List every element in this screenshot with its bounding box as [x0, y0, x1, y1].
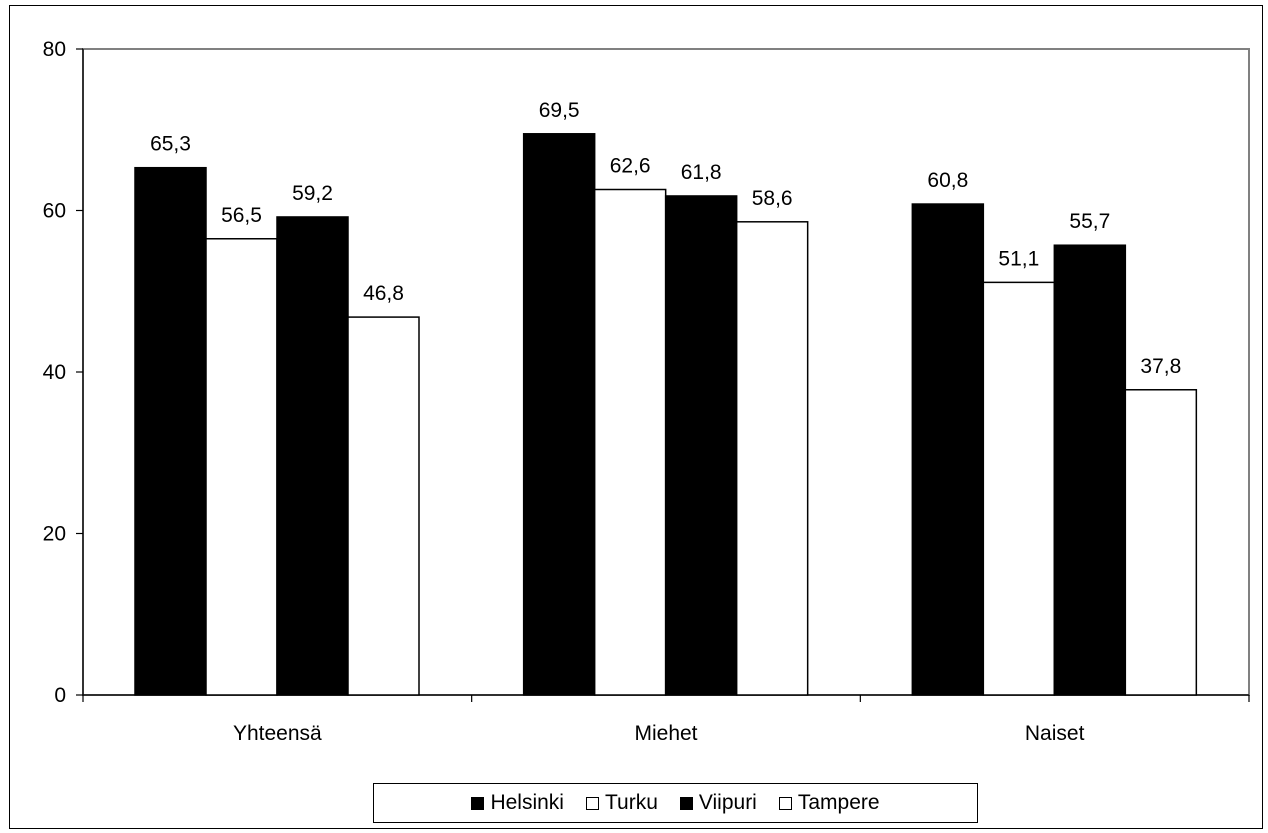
y-tick-label: 0 — [54, 684, 66, 707]
bar — [134, 166, 207, 696]
data-label: 60,8 — [927, 169, 968, 192]
bar — [522, 133, 596, 696]
bar — [205, 238, 278, 696]
data-label: 46,8 — [363, 282, 404, 305]
y-tick-label: 80 — [43, 38, 66, 61]
y-tick-label: 20 — [43, 523, 66, 546]
data-label: 58,6 — [752, 187, 793, 210]
bar — [1124, 389, 1198, 696]
legend: Helsinki Turku Viipuri Tampere — [373, 783, 978, 823]
x-tick-label: Naiset — [1025, 722, 1085, 745]
bar — [276, 216, 349, 696]
x-tick-label: Miehet — [634, 722, 697, 745]
bar — [735, 221, 809, 696]
bar — [664, 195, 738, 696]
legend-item-helsinki: Helsinki — [471, 791, 564, 815]
data-label: 69,5 — [539, 99, 580, 122]
data-label: 55,7 — [1069, 210, 1110, 233]
y-tick-label: 40 — [43, 361, 66, 384]
data-label: 51,1 — [998, 247, 1039, 270]
legend-swatch-tampere — [778, 796, 792, 810]
bar — [982, 281, 1056, 696]
data-label: 37,8 — [1140, 355, 1181, 378]
legend-swatch-helsinki — [471, 796, 485, 810]
legend-label-turku: Turku — [604, 791, 658, 814]
legend-swatch-turku — [585, 796, 599, 810]
bar — [1053, 244, 1127, 696]
legend-label-viipuri: Viipuri — [698, 791, 757, 814]
data-label: 59,2 — [292, 182, 333, 205]
y-tick-label: 60 — [43, 200, 66, 223]
data-label: 56,5 — [221, 204, 262, 227]
data-label: 61,8 — [681, 161, 722, 184]
legend-label-tampere: Tampere — [797, 791, 880, 814]
data-label: 65,3 — [150, 133, 191, 156]
x-tick-label: Yhteensä — [233, 722, 322, 745]
legend-item-tampere: Tampere — [778, 791, 880, 815]
data-label: 62,6 — [610, 155, 651, 178]
bar — [347, 316, 420, 696]
bar — [593, 188, 667, 696]
legend-item-viipuri: Viipuri — [679, 791, 757, 815]
legend-item-turku: Turku — [585, 791, 658, 815]
plot-area: 0 20 40 60 80 Yhteensä Miehet Naiset 65,3 69,5 60,… — [43, 38, 1250, 745]
bar — [911, 203, 985, 696]
legend-swatch-viipuri — [679, 796, 693, 810]
legend-label-helsinki: Helsinki — [490, 791, 564, 814]
